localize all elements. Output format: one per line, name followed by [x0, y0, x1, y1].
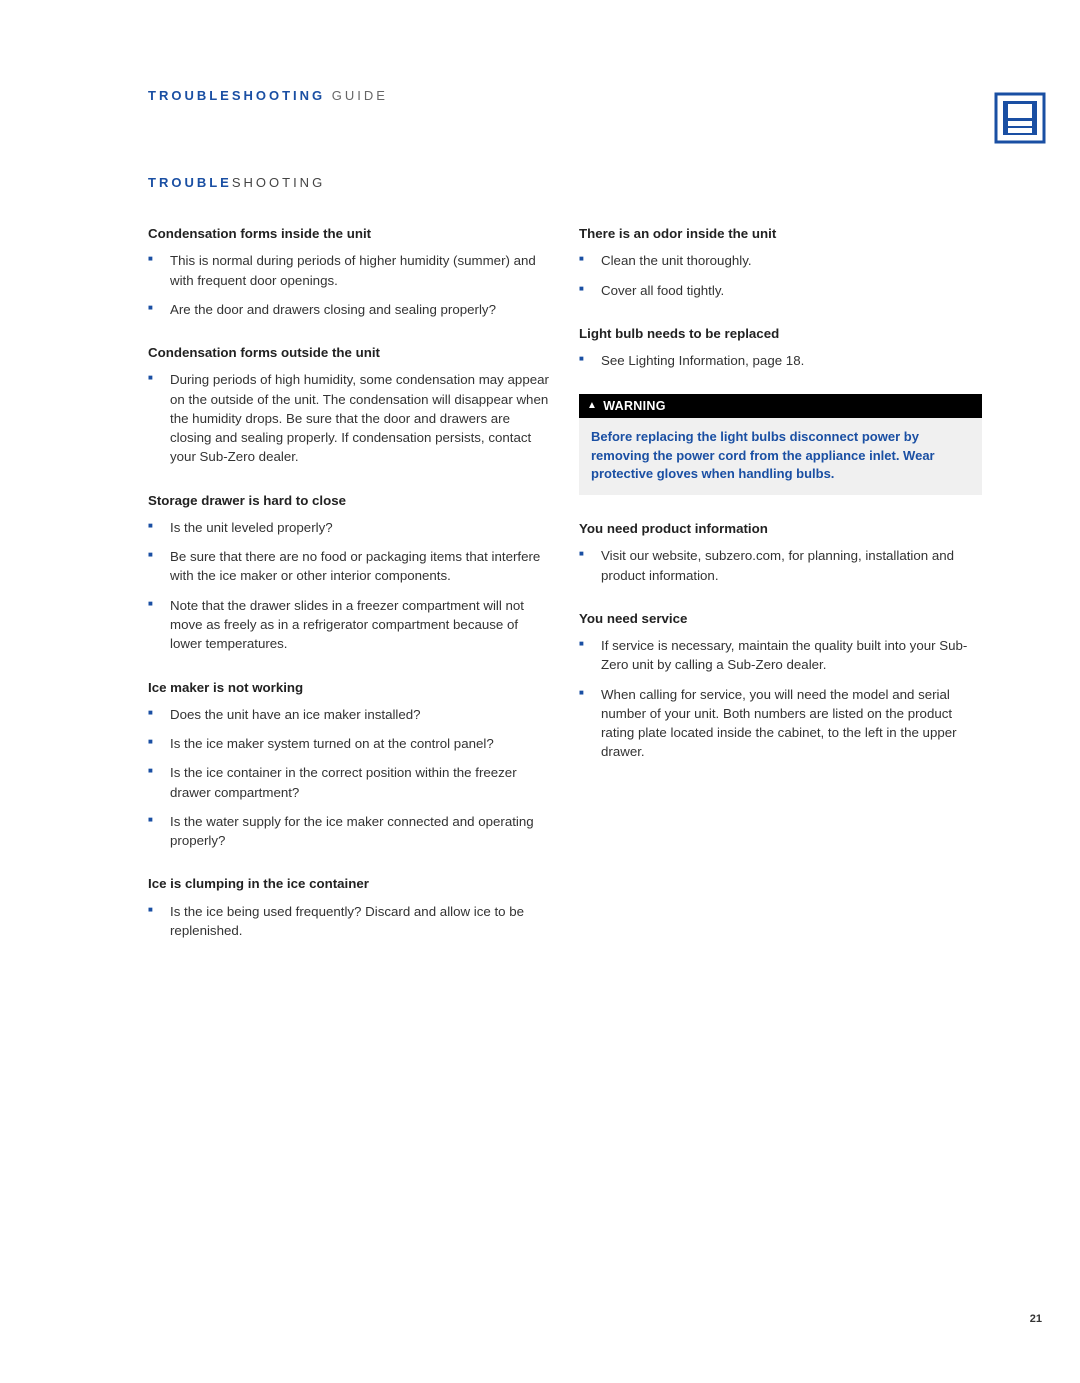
- list-item: Be sure that there are no food or packag…: [148, 547, 551, 586]
- topic-list: Clean the unit thoroughly. Cover all food…: [579, 251, 982, 300]
- list-item: Is the ice container in the correct posi…: [148, 763, 551, 802]
- topic: Light bulb needs to be replaced See Light…: [579, 324, 982, 371]
- topic-heading: Storage drawer is hard to close: [148, 491, 551, 510]
- page: TROUBLESHOOTING GUIDE TROUBLESHOOTING Co…: [0, 0, 1080, 1383]
- topic: Storage drawer is hard to close Is the un…: [148, 491, 551, 654]
- header-rest: GUIDE: [325, 88, 388, 103]
- warning-text: Before replacing the light bulbs disconn…: [579, 418, 982, 495]
- topic-heading: There is an odor inside the unit: [579, 224, 982, 243]
- section-rest: SHOOTING: [232, 175, 325, 190]
- right-column: There is an odor inside the unit Clean th…: [579, 224, 982, 964]
- topic-list: Is the unit leveled properly? Be sure tha…: [148, 518, 551, 654]
- topic: There is an odor inside the unit Clean th…: [579, 224, 982, 300]
- topic-list: During periods of high humidity, some co…: [148, 370, 551, 466]
- topic-list: Visit our website, subzero.com, for plan…: [579, 546, 982, 585]
- topic-list: Does the unit have an ice maker installe…: [148, 705, 551, 851]
- list-item: When calling for service, you will need …: [579, 685, 982, 762]
- brand-logo-icon: [994, 92, 1046, 144]
- topic: Ice maker is not working Does the unit ha…: [148, 678, 551, 851]
- topic-list: If service is necessary, maintain the qu…: [579, 636, 982, 762]
- list-item: Clean the unit thoroughly.: [579, 251, 982, 270]
- list-item: Note that the drawer slides in a freezer…: [148, 596, 551, 654]
- section-title: TROUBLESHOOTING: [148, 175, 982, 190]
- list-item: During periods of high humidity, some co…: [148, 370, 551, 466]
- list-item: Is the ice maker system turned on at the…: [148, 734, 551, 753]
- topic: You need product information Visit our we…: [579, 519, 982, 585]
- content-columns: Condensation forms inside the unit This i…: [148, 224, 982, 964]
- header-accent: TROUBLESHOOTING: [148, 88, 325, 103]
- list-item: Is the ice being used frequently? Discar…: [148, 902, 551, 941]
- section-accent: TROUBLE: [148, 175, 232, 190]
- topic-list: See Lighting Information, page 18.: [579, 351, 982, 370]
- warning-bar: WARNING: [579, 394, 982, 418]
- topic: You need service If service is necessary,…: [579, 609, 982, 762]
- list-item: Are the door and drawers closing and sea…: [148, 300, 551, 319]
- topic-heading: Condensation forms outside the unit: [148, 343, 551, 362]
- list-item: Is the unit leveled properly?: [148, 518, 551, 537]
- left-column: Condensation forms inside the unit This i…: [148, 224, 551, 964]
- topic-list: Is the ice being used frequently? Discar…: [148, 902, 551, 941]
- page-header: TROUBLESHOOTING GUIDE: [148, 88, 982, 103]
- list-item: See Lighting Information, page 18.: [579, 351, 982, 370]
- topic-heading: Condensation forms inside the unit: [148, 224, 551, 243]
- topic: Ice is clumping in the ice container Is t…: [148, 874, 551, 940]
- list-item: Is the water supply for the ice maker co…: [148, 812, 551, 851]
- list-item: This is normal during periods of higher …: [148, 251, 551, 290]
- topic: Condensation forms outside the unit Durin…: [148, 343, 551, 467]
- list-item: If service is necessary, maintain the qu…: [579, 636, 982, 675]
- topic-list: This is normal during periods of higher …: [148, 251, 551, 319]
- page-number: 21: [1030, 1313, 1042, 1325]
- topic-heading: Ice maker is not working: [148, 678, 551, 697]
- topic: Condensation forms inside the unit This i…: [148, 224, 551, 319]
- list-item: Cover all food tightly.: [579, 281, 982, 300]
- topic-heading: Light bulb needs to be replaced: [579, 324, 982, 343]
- list-item: Visit our website, subzero.com, for plan…: [579, 546, 982, 585]
- topic-heading: You need service: [579, 609, 982, 628]
- list-item: Does the unit have an ice maker installe…: [148, 705, 551, 724]
- topic-heading: Ice is clumping in the ice container: [148, 874, 551, 893]
- topic-heading: You need product information: [579, 519, 982, 538]
